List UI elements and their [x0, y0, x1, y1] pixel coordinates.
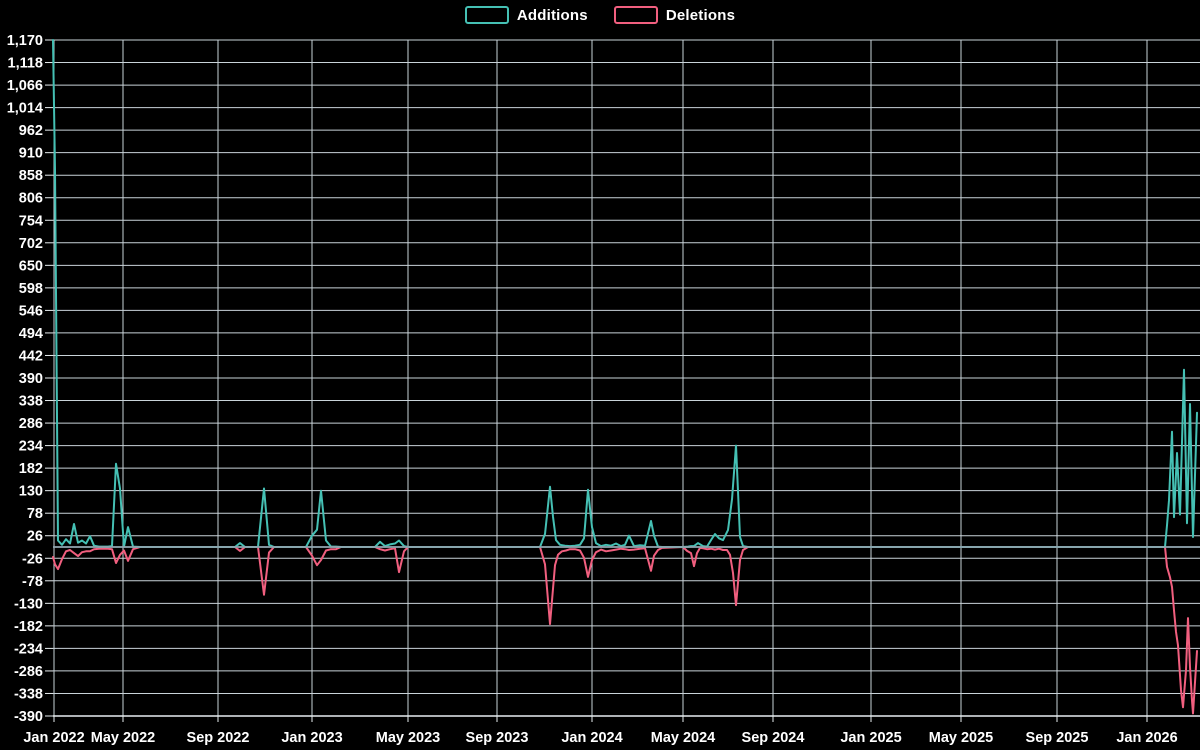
x-axis-label: May 2024 — [651, 730, 716, 746]
x-axis-label: Jan 2022 — [23, 730, 84, 746]
y-axis-label: 650 — [19, 258, 43, 274]
additions-line — [52, 39, 1198, 548]
y-axis-label: 182 — [19, 461, 43, 477]
y-axis-label: 806 — [19, 191, 43, 207]
y-axis-label: 442 — [19, 348, 43, 364]
legend-item-deletions[interactable]: Deletions — [613, 6, 736, 24]
x-axis-label: May 2025 — [929, 730, 994, 746]
deletions-line — [52, 546, 1198, 715]
legend-item-additions[interactable]: Additions — [464, 6, 588, 24]
y-axis-label: 754 — [19, 213, 43, 229]
y-axis-label: 962 — [19, 123, 43, 139]
y-axis-label: -26 — [22, 551, 43, 567]
chart-legend: Additions Deletions — [0, 6, 1200, 24]
additions-legend-swatch — [464, 6, 509, 24]
x-axis-label: Jan 2025 — [840, 730, 901, 746]
x-axis-label: Jan 2023 — [281, 730, 342, 746]
y-axis-label: -130 — [14, 596, 43, 612]
deletions-legend-swatch — [613, 6, 658, 24]
y-axis-label: 78 — [27, 506, 43, 522]
y-axis-label: 1,014 — [7, 101, 43, 117]
additions-legend-label: Additions — [516, 6, 588, 24]
y-axis-label: -182 — [14, 619, 43, 635]
y-axis-label: 598 — [19, 281, 43, 297]
y-axis-label: 26 — [27, 529, 43, 545]
x-axis-label: Jan 2024 — [561, 730, 622, 746]
y-axis-label: 1,170 — [7, 33, 43, 49]
y-axis-label: 702 — [19, 236, 43, 252]
x-axis-label: May 2023 — [376, 730, 441, 746]
deletions-legend-label: Deletions — [665, 6, 736, 24]
y-axis-label: 234 — [19, 439, 43, 455]
y-axis-label: 390 — [19, 371, 43, 387]
y-axis-label: -338 — [14, 686, 43, 702]
x-axis-label: Sep 2022 — [187, 730, 250, 746]
y-axis-label: 130 — [19, 484, 43, 500]
x-axis-label: Sep 2024 — [742, 730, 805, 746]
y-axis-label: -390 — [14, 709, 43, 725]
x-axis-label: May 2022 — [91, 730, 156, 746]
y-axis-label: 546 — [19, 303, 43, 319]
y-axis-label: 286 — [19, 416, 43, 432]
y-axis-label: 494 — [19, 326, 43, 342]
y-axis-label: 910 — [19, 146, 43, 162]
y-axis-label: 338 — [19, 394, 43, 410]
x-axis-label: Sep 2025 — [1026, 730, 1089, 746]
x-axis-label: Sep 2023 — [466, 730, 529, 746]
y-axis-label: 1,118 — [8, 56, 44, 72]
y-axis-label: -234 — [14, 641, 43, 657]
y-axis-label: 858 — [19, 168, 43, 184]
x-axis-label: Jan 2026 — [1116, 730, 1177, 746]
y-axis-label: -78 — [22, 574, 43, 590]
y-axis-label: 1,066 — [7, 78, 43, 94]
y-axis-label: -286 — [14, 664, 43, 680]
